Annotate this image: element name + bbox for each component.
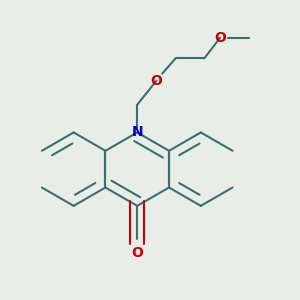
Text: N: N [131,125,143,140]
Text: O: O [214,31,226,45]
Text: O: O [131,246,143,260]
Text: O: O [150,74,162,88]
